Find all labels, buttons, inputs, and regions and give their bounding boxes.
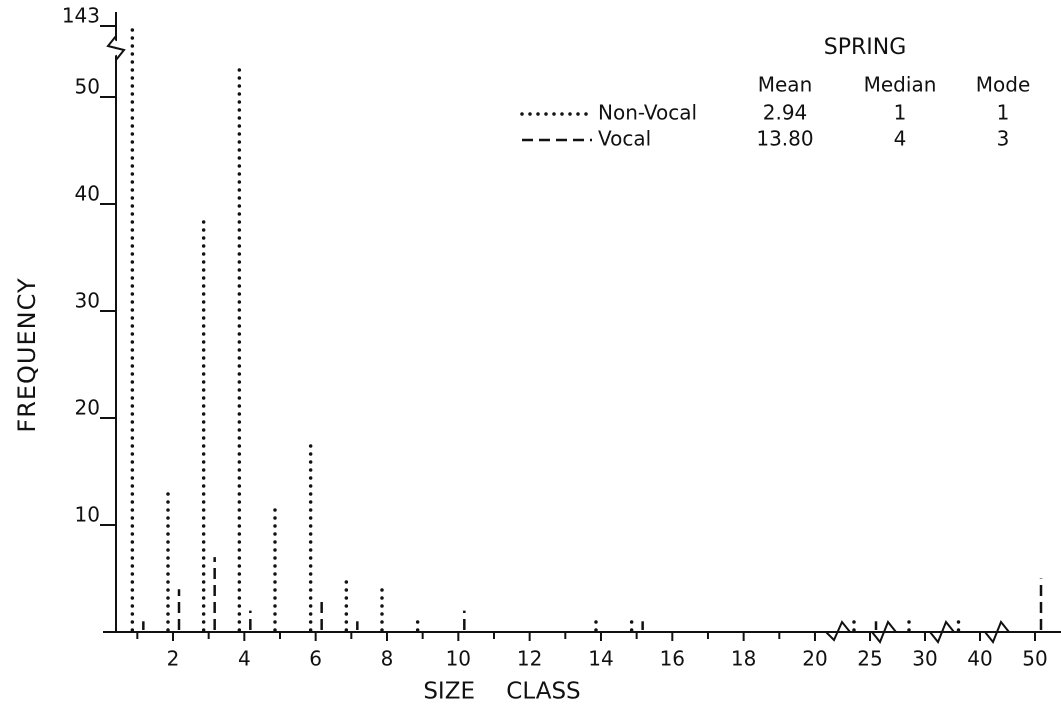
axis-break-gap [104, 37, 135, 59]
axis-break [929, 620, 955, 644]
x-tick-label: 10 [446, 647, 471, 671]
stat-mode: 1 [997, 101, 1010, 125]
stat-mean: 2.94 [763, 101, 808, 125]
y-tick-label: 30 [75, 289, 100, 313]
stats-header: Mode [976, 73, 1031, 97]
x-tick-label: 25 [857, 647, 882, 671]
axis-break [825, 620, 851, 642]
y-tick-label: 143 [62, 4, 100, 28]
axis-break [106, 35, 126, 61]
stat-mode: 3 [997, 127, 1010, 151]
x-tick-label: 14 [588, 647, 613, 671]
y-tick-label: 10 [75, 503, 100, 527]
x-tick-label: 40 [967, 647, 992, 671]
x-tick-label: 2 [167, 647, 180, 671]
x-tick-label: 12 [517, 647, 542, 671]
x-tick-label: 20 [802, 647, 827, 671]
x-breaks [825, 620, 1010, 644]
axis-break [871, 620, 897, 644]
x-tick-label: 18 [731, 647, 756, 671]
y-axis-label: FREQUENCY [13, 277, 41, 432]
stats-title: SPRING [824, 35, 907, 60]
x-tick-label: 8 [381, 647, 394, 671]
x-tick-label: 30 [912, 647, 937, 671]
y-tick-label: 40 [75, 182, 100, 206]
x-tick-label: 16 [660, 647, 685, 671]
legend-label: Vocal [598, 127, 651, 151]
y-tick-label: 20 [75, 396, 100, 420]
stat-median: 4 [894, 127, 907, 151]
x-tick-label: 50 [1022, 647, 1047, 671]
x-tick-label: 6 [309, 647, 322, 671]
stat-mean: 13.80 [756, 127, 813, 151]
x-tick-label: 4 [238, 647, 251, 671]
x-axis-label: SIZE CLASS [423, 679, 580, 705]
legend-label: Non-Vocal [598, 101, 697, 125]
stats-header: Mean [758, 73, 813, 97]
stats-header: Median [864, 73, 937, 97]
axis-break [984, 620, 1010, 644]
y-tick-label: 50 [75, 75, 100, 99]
stat-median: 1 [894, 101, 907, 125]
